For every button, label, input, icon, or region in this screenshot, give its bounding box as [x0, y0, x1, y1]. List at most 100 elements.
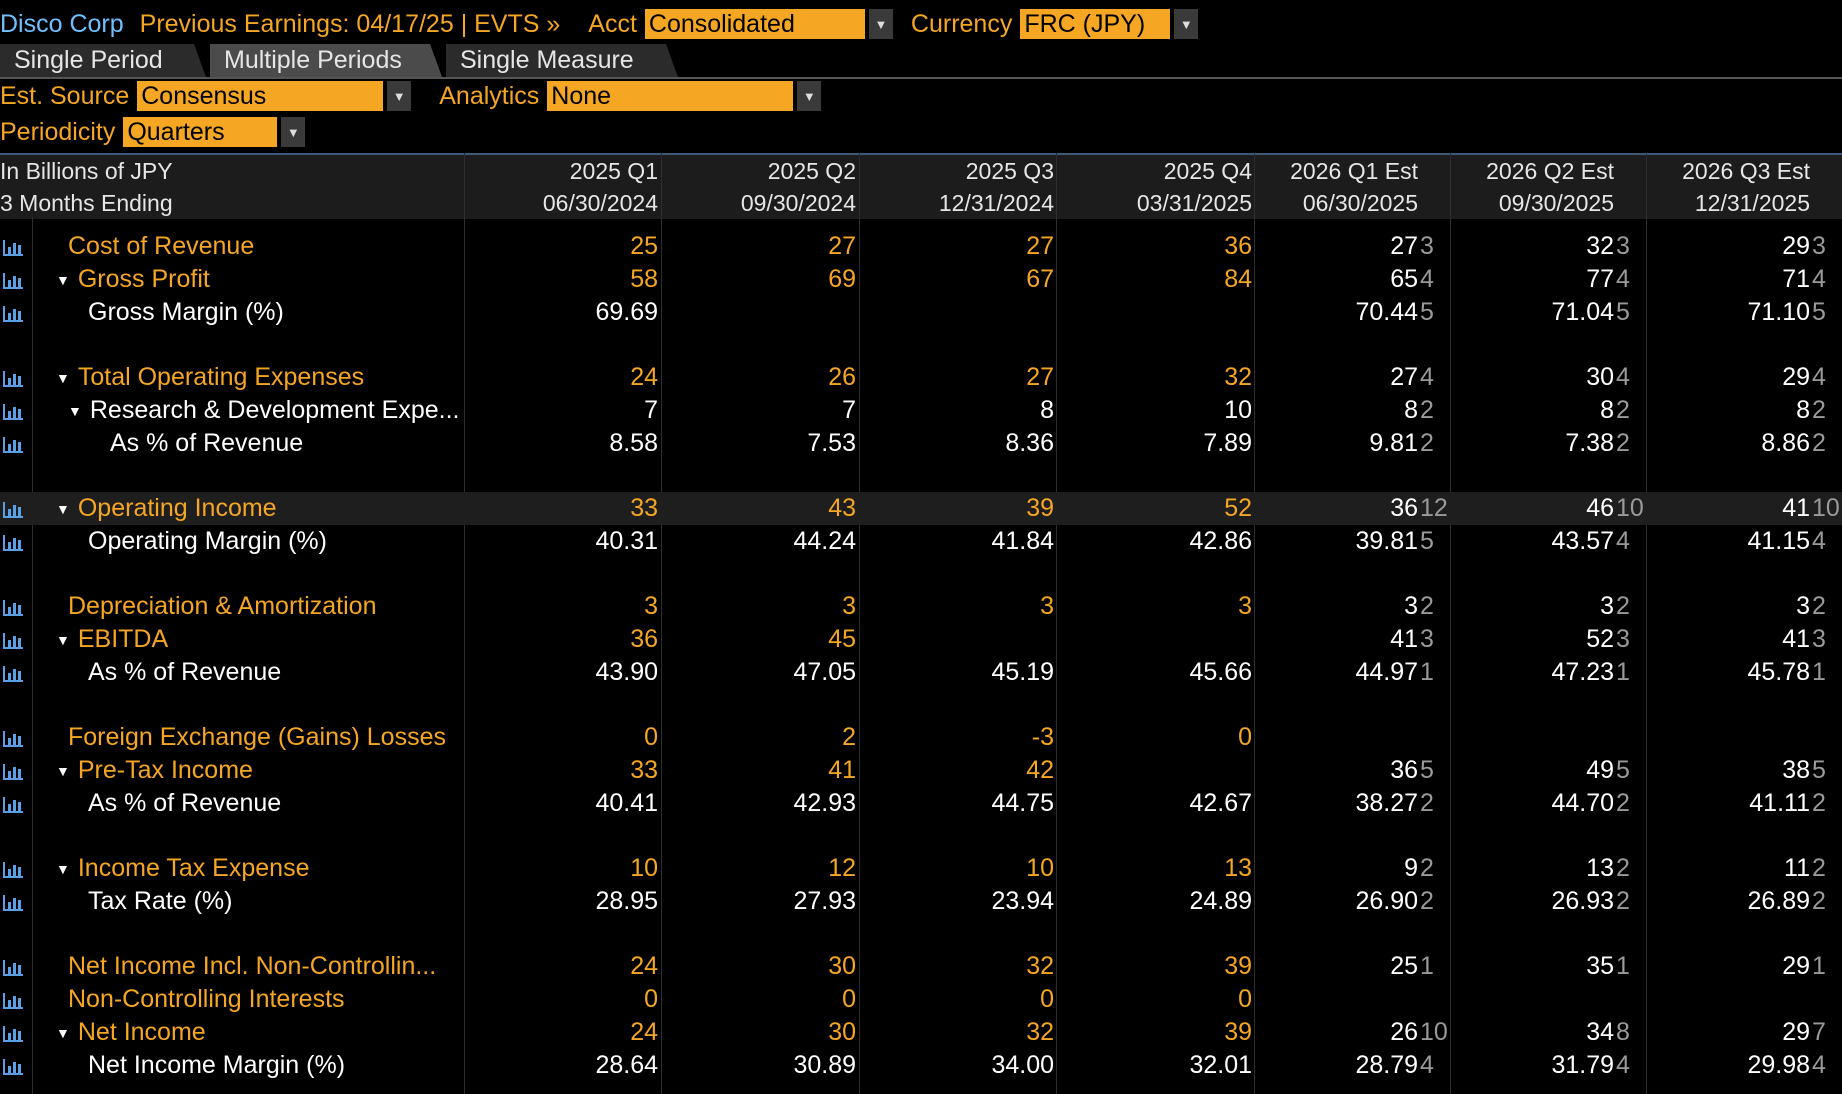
cell-value[interactable]: 41	[1390, 625, 1418, 653]
cell-value[interactable]: 30.89	[793, 1051, 856, 1079]
previous-earnings-link[interactable]: Previous Earnings: 04/17/25 | EVTS »	[139, 9, 561, 38]
cell-value[interactable]: 0	[1238, 985, 1252, 1013]
cell-value[interactable]: 3	[1238, 592, 1252, 620]
cell-value[interactable]: 42	[1026, 756, 1054, 784]
cell-value[interactable]: 41.15	[1747, 527, 1810, 555]
cell-value[interactable]: 27.93	[793, 887, 856, 915]
chevron-down-icon[interactable]: ▼	[868, 9, 893, 39]
cell-value[interactable]: 52	[1224, 494, 1252, 522]
cell-value[interactable]: 0	[1238, 723, 1252, 751]
table-row[interactable]: Foreign Exchange (Gains) Losses 0 2 -3 0	[0, 721, 1842, 754]
cell-value[interactable]: 33	[630, 756, 658, 784]
chart-icon[interactable]	[2, 1055, 24, 1075]
collapse-triangle-icon[interactable]: ▼	[56, 861, 70, 877]
cell-value[interactable]: 43	[828, 494, 856, 522]
cell-value[interactable]: 23.94	[991, 887, 1054, 915]
cell-value[interactable]: 13	[1224, 854, 1252, 882]
row-label[interactable]: Operating Margin (%)	[88, 527, 327, 555]
tab-multiple-periods[interactable]: Multiple Periods	[210, 44, 442, 77]
cell-value[interactable]: 36	[630, 625, 658, 653]
cell-value[interactable]: 26	[1390, 1018, 1418, 1046]
chart-icon[interactable]	[2, 891, 24, 911]
cell-value[interactable]: 0	[842, 985, 856, 1013]
cell-value[interactable]: 67	[1026, 265, 1054, 293]
collapse-triangle-icon[interactable]: ▼	[56, 272, 70, 288]
row-label[interactable]: Cost of Revenue	[68, 232, 255, 260]
cell-value[interactable]: 42.86	[1189, 527, 1252, 555]
row-label-cell[interactable]: ▼ Operating Income	[56, 492, 277, 525]
cell-value[interactable]: 32	[1026, 1018, 1054, 1046]
chart-icon[interactable]	[2, 629, 24, 649]
cell-value[interactable]: 27	[1390, 232, 1418, 260]
cell-value[interactable]: 9.81	[1369, 429, 1418, 457]
cell-value[interactable]: 41	[1782, 625, 1810, 653]
cell-value[interactable]: 32	[1586, 232, 1614, 260]
table-row[interactable]: As % of Revenue 8.58 7.53 8.36 7.89 9.81 2 7.38…	[0, 427, 1842, 460]
cell-value[interactable]: 24	[630, 1018, 658, 1046]
chart-icon[interactable]	[2, 858, 24, 878]
cell-value[interactable]: 40.41	[595, 789, 658, 817]
cell-value[interactable]: 69	[828, 265, 856, 293]
cell-value[interactable]: 10	[1224, 396, 1252, 424]
cell-value[interactable]: 29	[1782, 363, 1810, 391]
cell-value[interactable]: 7.89	[1203, 429, 1252, 457]
cell-value[interactable]: 47.05	[793, 658, 856, 686]
cell-value[interactable]: 49	[1586, 756, 1614, 784]
table-row[interactable]: ▼ Net Income 24 30 32 39 26 10 34 8 29 7	[0, 1016, 1842, 1049]
cell-value[interactable]: 10	[1026, 854, 1054, 882]
chart-icon[interactable]	[2, 367, 24, 387]
cell-value[interactable]: 8	[1040, 396, 1054, 424]
row-label[interactable]: EBITDA	[77, 625, 169, 653]
row-label-cell[interactable]: As % of Revenue	[88, 656, 281, 689]
table-row[interactable]: Cost of Revenue 25 27 27 36 27 3 32 3 29 3	[0, 230, 1842, 263]
chart-icon[interactable]	[2, 989, 24, 1009]
security-name[interactable]: Disco Corp	[0, 9, 124, 38]
cell-value[interactable]: 45.78	[1747, 658, 1810, 686]
chart-icon[interactable]	[2, 793, 24, 813]
row-label[interactable]: Tax Rate (%)	[88, 887, 233, 915]
cell-value[interactable]: 52	[1586, 625, 1614, 653]
est-source-dropdown[interactable]: Consensus ▼	[137, 81, 412, 111]
row-label[interactable]: Net Income Incl. Non-Controllin...	[68, 952, 437, 980]
row-label-cell[interactable]: Operating Margin (%)	[88, 525, 327, 558]
column-period[interactable]: 2025 Q3	[965, 158, 1054, 184]
cell-value[interactable]: 8.86	[1761, 429, 1810, 457]
cell-value[interactable]: 32	[1224, 363, 1252, 391]
cell-value[interactable]: 44.97	[1355, 658, 1418, 686]
cell-value[interactable]: 84	[1224, 265, 1252, 293]
cell-value[interactable]: 69.69	[595, 298, 658, 326]
cell-value[interactable]: 29	[1782, 1018, 1810, 1046]
cell-value[interactable]: 36	[1390, 756, 1418, 784]
chart-icon[interactable]	[2, 1022, 24, 1042]
cell-value[interactable]: 7.53	[807, 429, 856, 457]
row-label[interactable]: Net Income	[77, 1018, 206, 1046]
chart-icon[interactable]	[2, 956, 24, 976]
cell-value[interactable]: 7.38	[1565, 429, 1614, 457]
cell-value[interactable]: 70.44	[1355, 298, 1418, 326]
tab-single-measure[interactable]: Single Measure	[446, 44, 678, 77]
cell-value[interactable]: 38.27	[1355, 789, 1418, 817]
column-period[interactable]: 2026 Q1 Est	[1290, 158, 1418, 184]
cell-value[interactable]: 32	[1026, 952, 1054, 980]
cell-value[interactable]: 36	[1390, 494, 1418, 522]
cell-value[interactable]: 41	[828, 756, 856, 784]
cell-value[interactable]: 29.98	[1747, 1051, 1810, 1079]
table-row[interactable]: Non-Controlling Interests 0 0 0 0	[0, 983, 1842, 1016]
row-label-cell[interactable]: ▼ Pre-Tax Income	[56, 754, 253, 787]
chevron-down-icon[interactable]: ▼	[1174, 9, 1199, 39]
cell-value[interactable]: 77	[1586, 265, 1614, 293]
est-source-value[interactable]: Consensus	[137, 81, 384, 111]
cell-value[interactable]: 26.93	[1551, 887, 1614, 915]
row-label-cell[interactable]: Tax Rate (%)	[88, 885, 232, 918]
table-row[interactable]: ▼ EBITDA 36 45 41 3 52 3 41 3	[0, 623, 1842, 656]
cell-value[interactable]: 27	[828, 232, 856, 260]
row-label[interactable]: Foreign Exchange (Gains) Losses	[68, 723, 446, 751]
chart-icon[interactable]	[2, 498, 24, 518]
cell-value[interactable]: 45	[828, 625, 856, 653]
row-label[interactable]: Total Operating Expenses	[77, 363, 365, 391]
row-label[interactable]: As % of Revenue	[88, 658, 282, 686]
cell-value[interactable]: 0	[644, 723, 658, 751]
cell-value[interactable]: 45.19	[991, 658, 1054, 686]
cell-value[interactable]: 41.84	[991, 527, 1054, 555]
chart-icon[interactable]	[2, 531, 24, 551]
